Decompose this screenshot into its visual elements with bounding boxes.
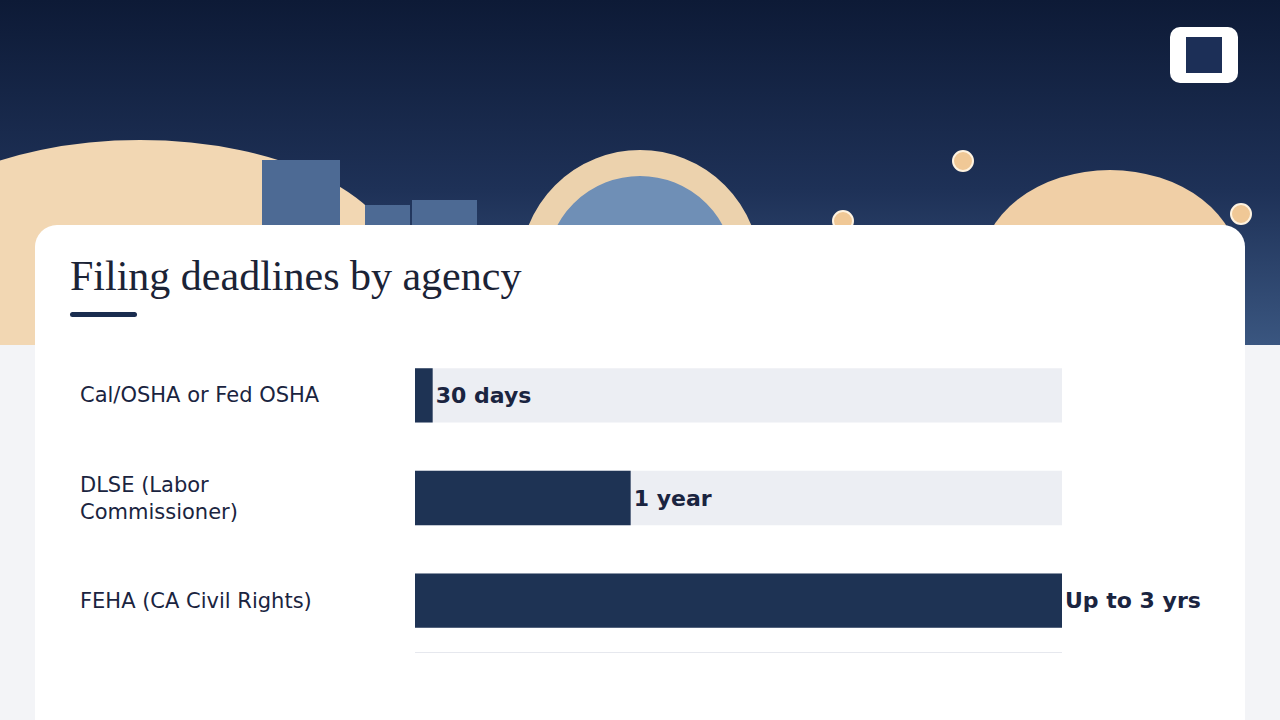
- svg-text:1 year: 1 year: [634, 486, 712, 511]
- svg-text:DLSE (LaborCommissioner): DLSE (LaborCommissioner): [80, 473, 238, 524]
- svg-text:Up to 3 yrs: Up to 3 yrs: [1065, 588, 1201, 613]
- svg-text:FEHA (CA Civil Rights): FEHA (CA Civil Rights): [80, 589, 312, 613]
- svg-text:Filing deadlines by agency: Filing deadlines by agency: [70, 253, 521, 299]
- svg-text:Cal/OSHA or Fed OSHA: Cal/OSHA or Fed OSHA: [80, 383, 320, 407]
- svg-text:30 days: 30 days: [436, 383, 532, 408]
